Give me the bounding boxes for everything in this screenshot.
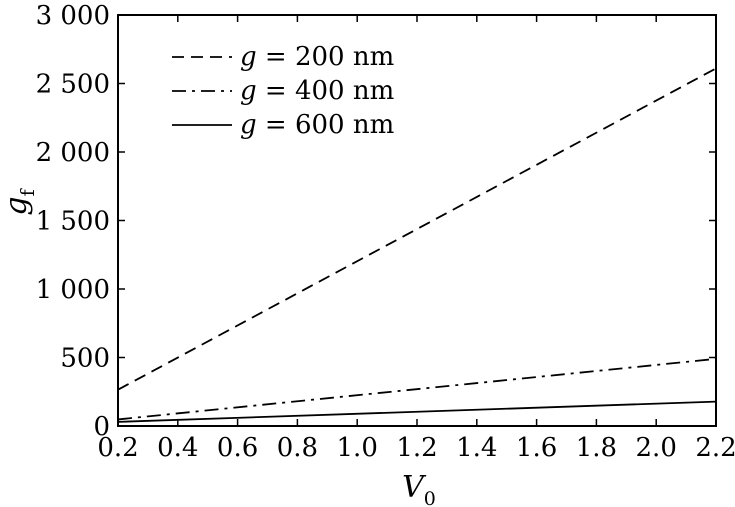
legend: g = 200 nmg = 400 nmg = 600 nm [172,42,394,140]
x-tick-label: 0.8 [277,433,318,463]
y-tick-label: 2 500 [36,70,110,100]
x-axis-title: V0 [402,470,436,507]
y-axis: 0 500 1 000 1 500 2 000 2 500 3 000 [36,1,716,442]
series-line-2 [117,357,717,421]
x-axis: 0.2 0.4 0.6 0.8 1.0 1.2 1.4 1.6 1.8 2.0 2.2 [97,15,735,463]
series-line-3 [117,400,717,423]
y-tick-label: 500 [60,344,110,374]
y-axis-title-subscript: f [17,187,39,196]
series-layer [117,67,717,423]
legend-variable: g [240,42,257,72]
legend-value: = 400 nm [257,76,395,106]
y-axis-title-main: g [0,196,34,215]
legend-label-2: g = 400 nm [240,76,394,106]
x-tick-label: 1.6 [516,433,557,463]
x-tick-label: 0.4 [157,433,198,463]
legend-value: = 200 nm [257,42,395,72]
x-axis-title-main: V [402,470,427,505]
series-line-1 [117,67,717,391]
y-tick-label: 1 000 [36,275,110,305]
legend-label-3: g = 600 nm [240,110,394,140]
y-tick-label: 0 [93,412,110,442]
y-tick-label: 3 000 [36,1,110,31]
x-tick-label: 1.8 [576,433,617,463]
y-tick-label: 1 500 [36,207,110,237]
x-tick-label: 2.0 [636,433,677,463]
y-tick-label: 2 000 [36,138,110,168]
x-tick-label: 0.6 [217,433,258,463]
x-axis-title-subscript: 0 [424,488,436,507]
x-tick-label: 0.2 [97,433,138,463]
plot-border [117,14,717,427]
x-tick-label: 2.2 [695,433,735,463]
x-tick-label: 1.0 [337,433,378,463]
legend-label-1: g = 200 nm [240,42,394,72]
y-axis-title: gf [0,187,39,215]
x-tick-label: 1.2 [396,433,437,463]
legend-variable: g [240,110,257,140]
x-tick-label: 1.4 [456,433,497,463]
plot-frame [117,14,717,427]
legend-value: = 600 nm [257,110,395,140]
legend-variable: g [240,76,257,106]
